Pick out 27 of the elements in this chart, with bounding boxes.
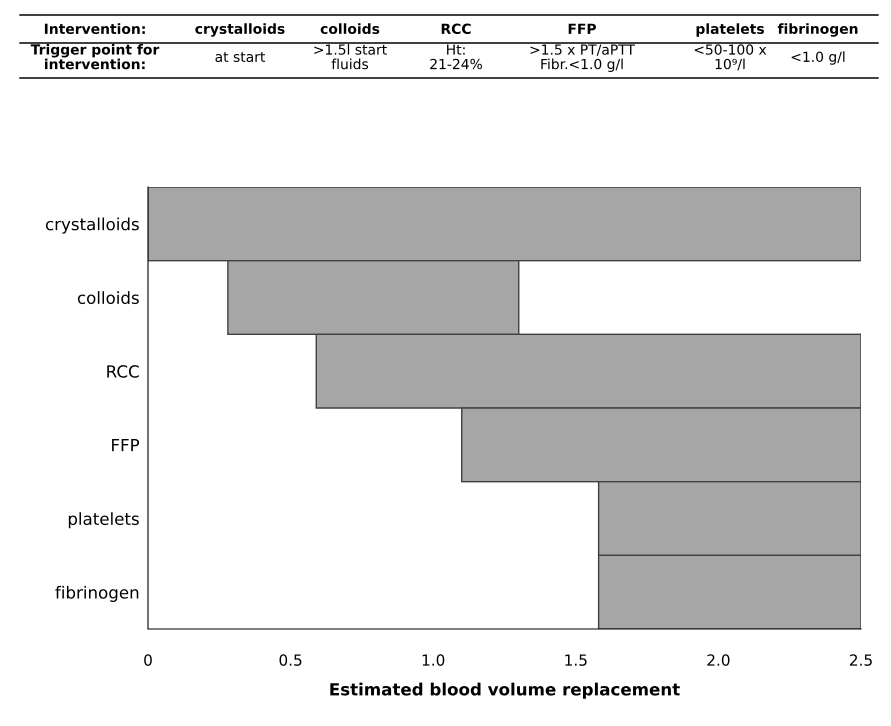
text: <1.0 g/l	[792, 51, 844, 65]
x-tick-label: 2.5	[850, 654, 872, 666]
y-tick-label: colloids	[78, 291, 139, 304]
text: platelets	[696, 23, 764, 37]
text: Ht: 21-24%	[430, 44, 482, 70]
y-tick-label: platelets	[68, 512, 139, 528]
x-tick-label: 2.0	[707, 654, 730, 666]
x-tick-label: 0.5	[279, 654, 302, 666]
y-tick-label: RCC	[107, 365, 139, 378]
x-tick-label: 0	[144, 654, 152, 666]
text: >1.5l start fluids	[314, 44, 387, 70]
text: <50-100 x 10⁹/l	[694, 44, 766, 70]
text: fibrinogen	[778, 23, 858, 37]
x-tick-label: 1.5	[565, 654, 587, 666]
text: crystalloids	[195, 23, 285, 37]
text: Intervention:	[44, 23, 145, 34]
x-tick-label: 1.0	[422, 654, 444, 666]
text: FFP	[568, 24, 596, 34]
text: colloids	[320, 23, 380, 34]
text: RCC	[442, 24, 471, 34]
text: at start	[215, 52, 266, 62]
text: >1.5 x PT/aPTT Fibr.<1.0 g/l	[530, 44, 636, 72]
y-tick-label: fibrinogen	[55, 586, 138, 602]
text: Trigger point for intervention:	[30, 44, 160, 70]
x-axis-title: Estimated blood volume replacement	[330, 682, 680, 699]
y-tick-label: FFP	[112, 439, 140, 452]
y-tick-label: crystalloids	[46, 218, 139, 234]
